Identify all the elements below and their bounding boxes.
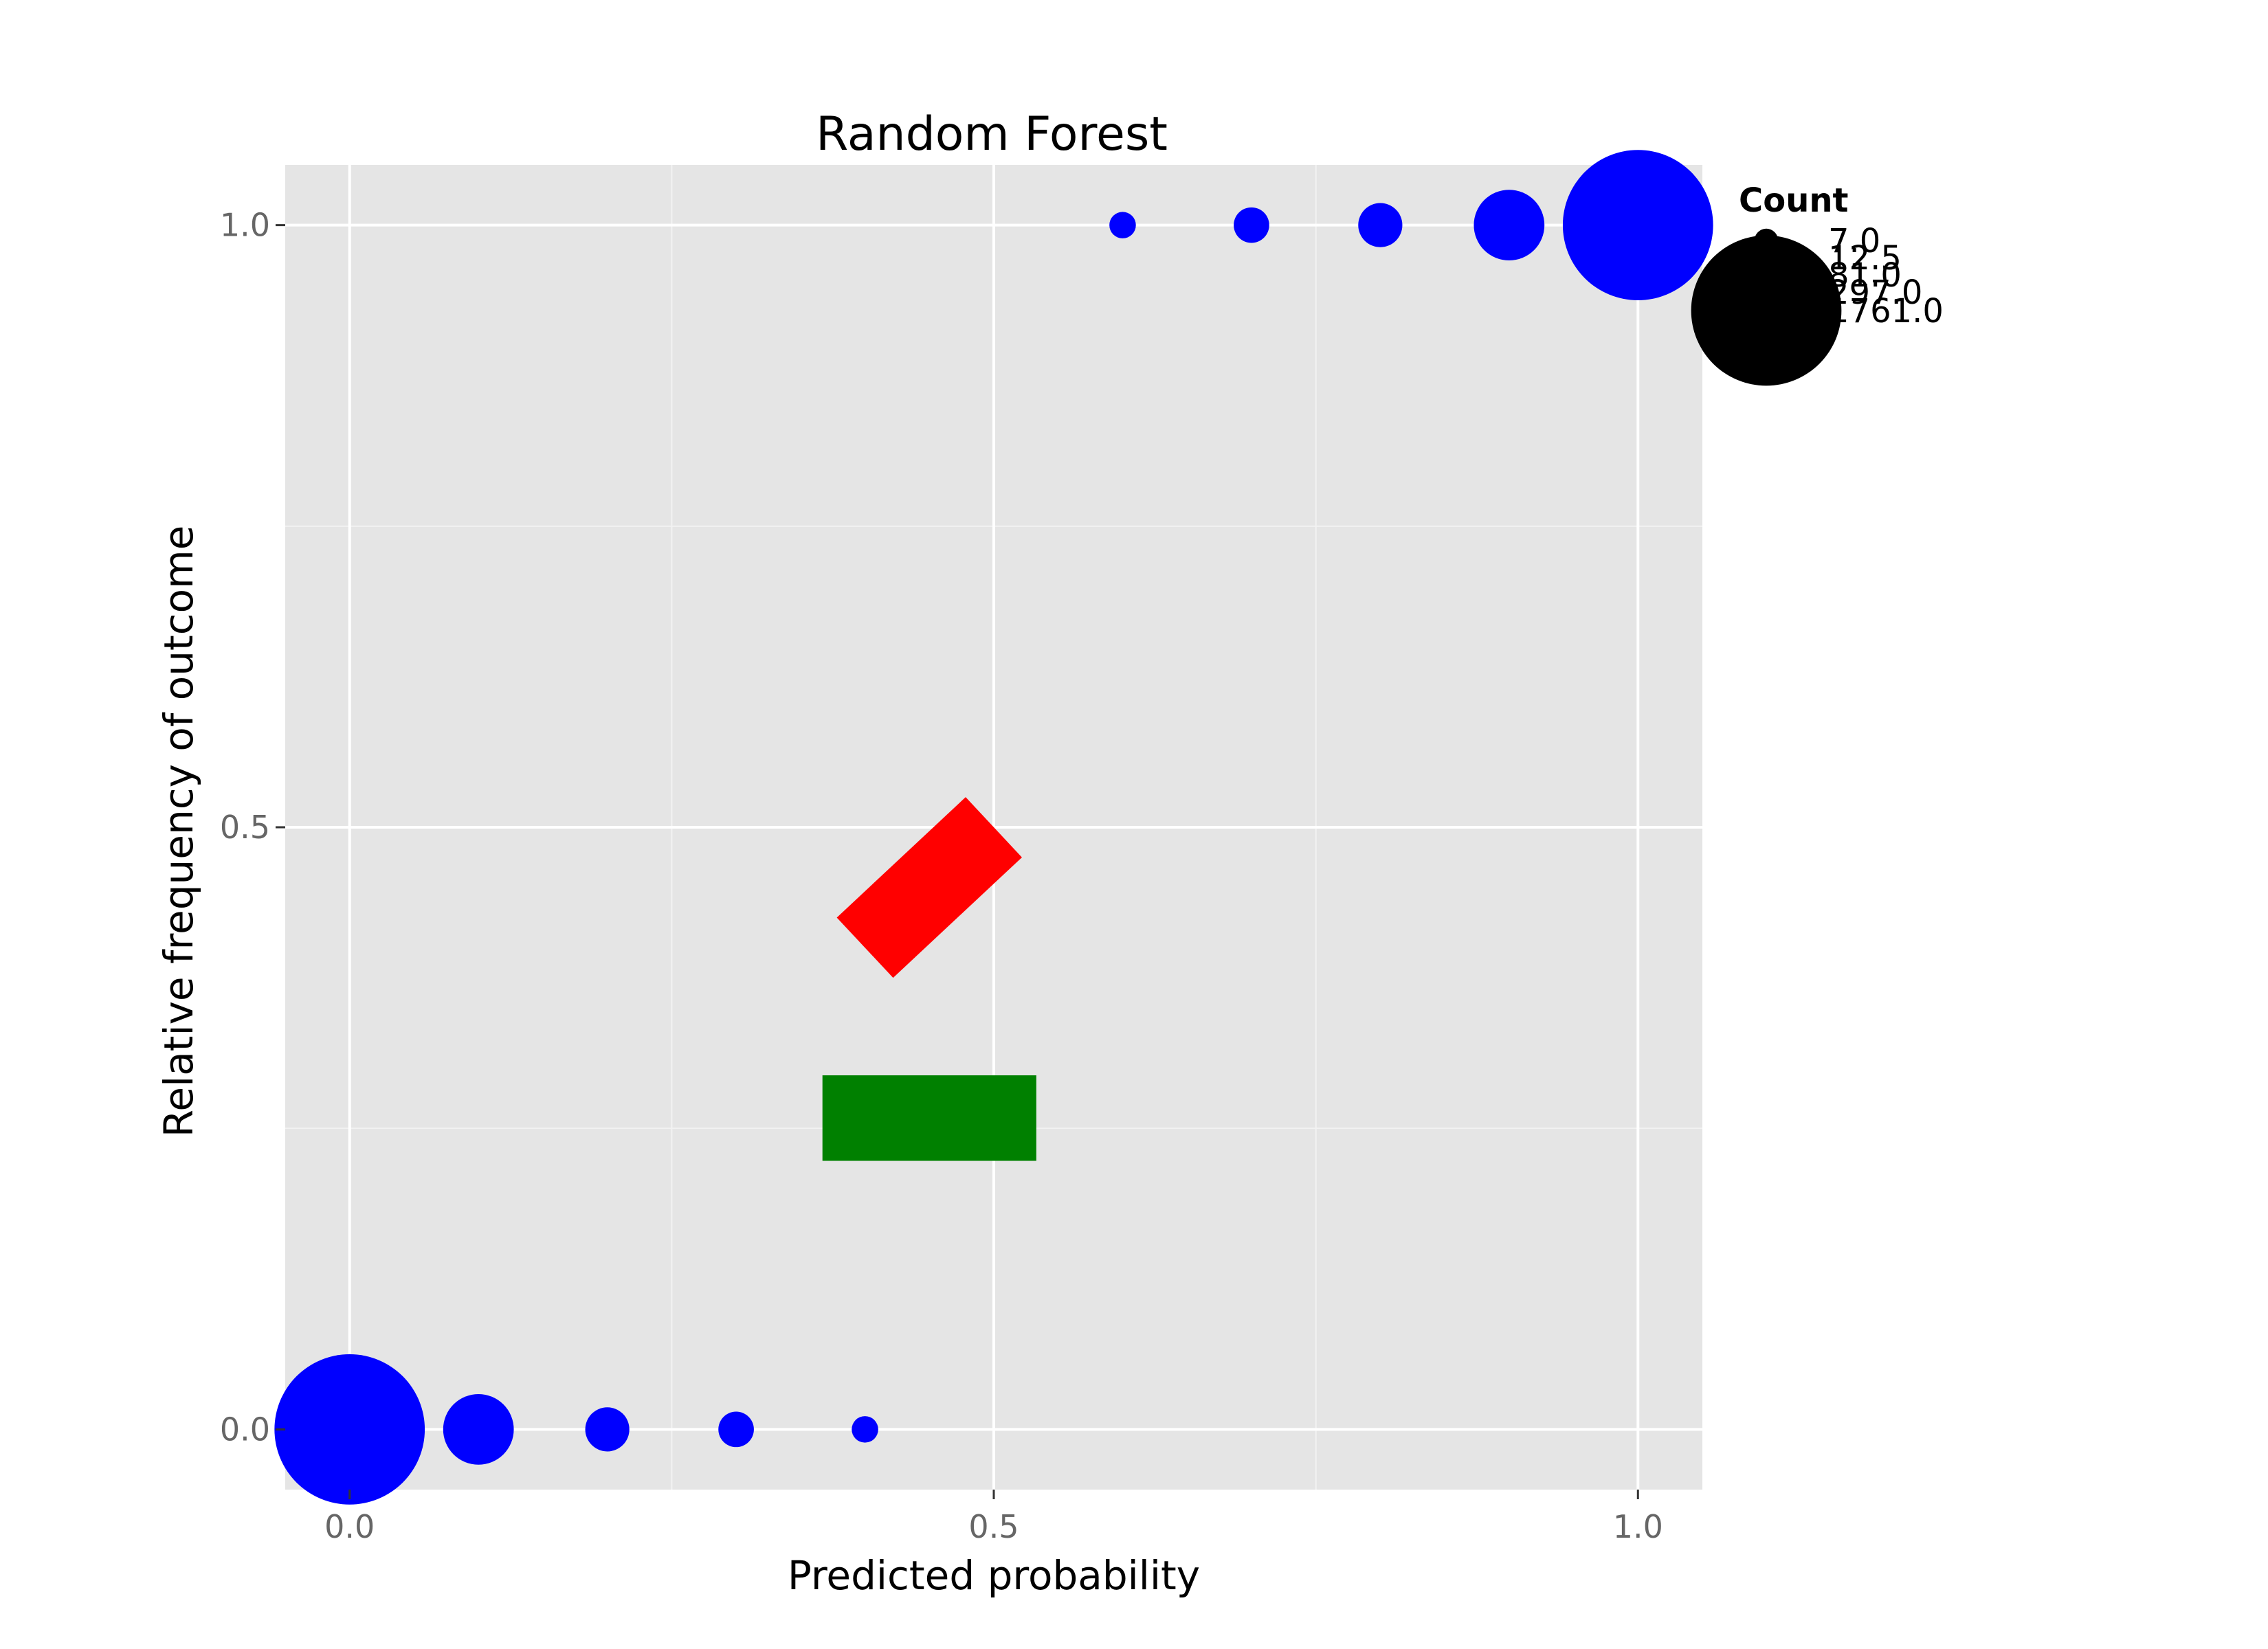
green-bar <box>822 1075 1036 1161</box>
red-diagonal-bar <box>836 797 1022 978</box>
chart-title: Random Forest <box>816 107 1168 161</box>
data-point <box>274 1354 425 1505</box>
data-point <box>1474 190 1545 261</box>
legend-label: 7.0 <box>1828 222 1880 260</box>
x-tick-label: 0.0 <box>324 1508 375 1545</box>
data-point <box>1109 212 1136 238</box>
data-point <box>443 1393 514 1465</box>
y-tick-label: 0.0 <box>220 1411 270 1448</box>
data-point <box>585 1407 630 1452</box>
legend-key-circle <box>1691 235 1842 386</box>
legend-label: 297.0 <box>1828 273 1922 312</box>
legend-title: Count <box>1739 181 1849 220</box>
axis-ticks: 0.0 0.5 1.0 0.0 0.5 1.0 <box>220 207 1663 1545</box>
data-point <box>718 1411 754 1448</box>
legend-label: 81.0 <box>1828 256 1902 295</box>
legend-label: 1761.0 <box>1828 292 1944 330</box>
data-point <box>852 1416 878 1443</box>
y-tick-label: 1.0 <box>220 207 270 244</box>
legend-label: 12.5 <box>1828 239 1902 278</box>
data-point <box>1234 207 1269 243</box>
y-tick-label: 0.5 <box>220 809 270 846</box>
x-tick-label: 1.0 <box>1613 1508 1663 1545</box>
y-axis-title: Relative frequency of outcome <box>155 526 202 1138</box>
data-point <box>1358 203 1403 247</box>
data-point <box>1562 150 1713 300</box>
overlay-shapes <box>822 797 1036 1161</box>
x-axis-title: Predicted probability <box>788 1552 1200 1599</box>
x-tick-label: 0.5 <box>968 1508 1019 1545</box>
data-points <box>274 150 1713 1505</box>
